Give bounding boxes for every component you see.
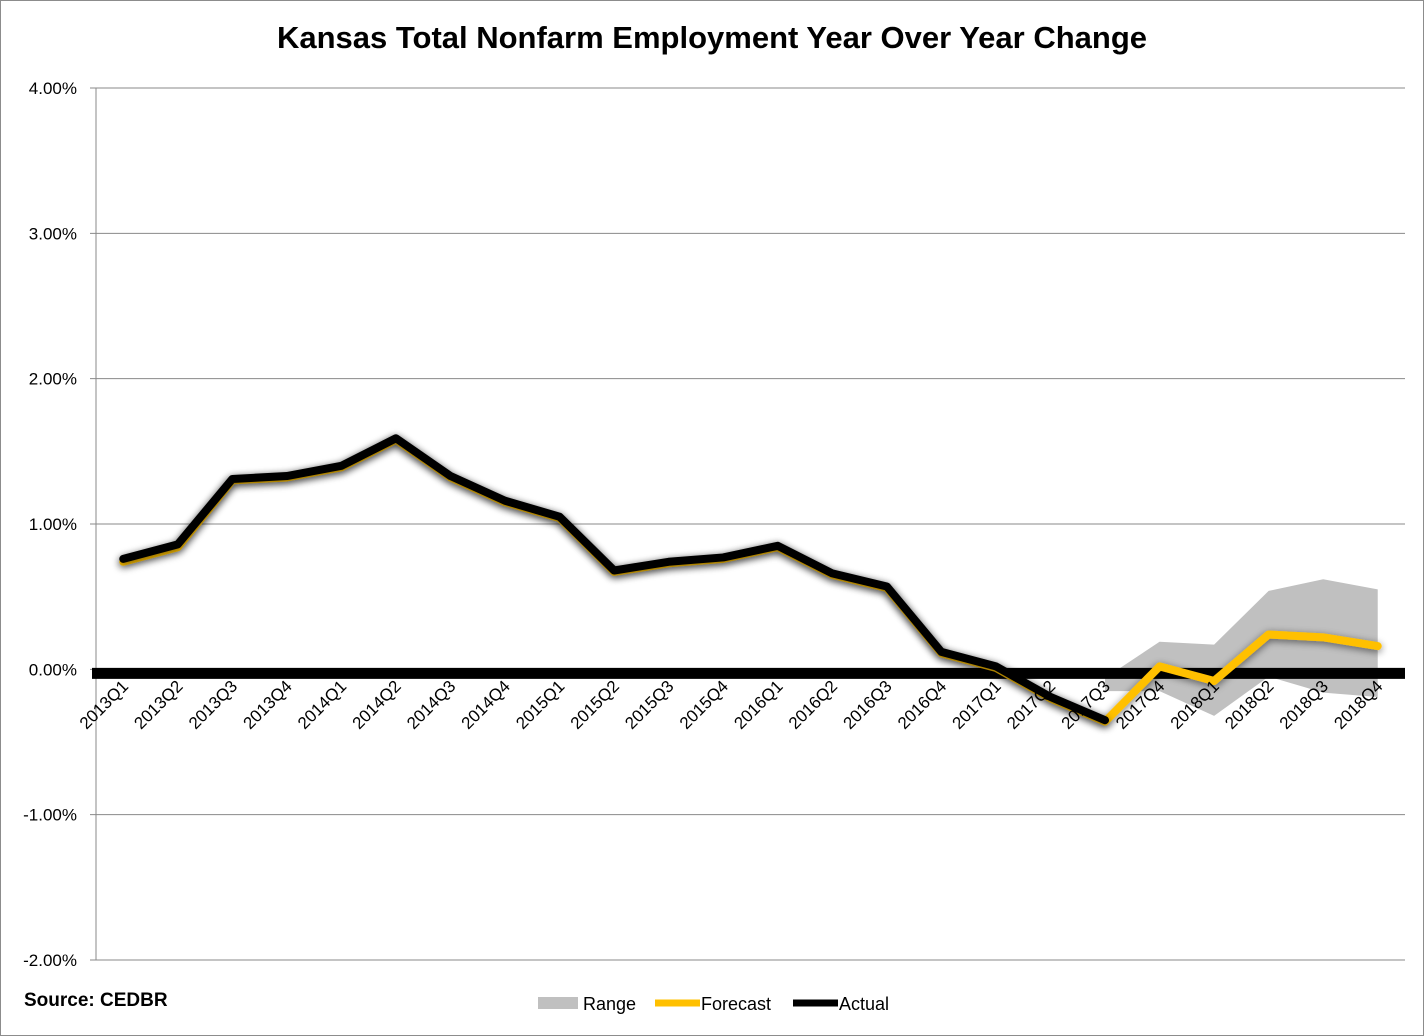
legend-swatch-range: [538, 997, 578, 1009]
chart-title: Kansas Total Nonfarm Employment Year Ove…: [276, 20, 1148, 55]
x-tick-label: 2014Q1: [294, 677, 350, 733]
x-tick-label: 2015Q3: [621, 677, 677, 733]
x-tick-label: 2015Q2: [567, 677, 623, 733]
x-tick-label: 2013Q2: [130, 677, 186, 733]
x-tick-label: 2014Q2: [349, 677, 405, 733]
x-tick-label: 2016Q2: [785, 677, 841, 733]
range-band: [1105, 579, 1378, 716]
actual-line: [119, 434, 1110, 725]
x-tick-label: 2013Q3: [185, 677, 241, 733]
legend-label-actual: Actual: [839, 994, 889, 1014]
y-tick-label: 1.00%: [29, 515, 77, 534]
x-tick-label: 2014Q3: [403, 677, 459, 733]
x-tick-label: 2015Q1: [512, 677, 568, 733]
x-tick-label: 2016Q4: [894, 677, 950, 733]
x-tick-label: 2013Q4: [240, 677, 296, 733]
y-tick-label: 4.00%: [29, 79, 77, 98]
legend-label-range: Range: [583, 994, 636, 1014]
y-tick-label: 2.00%: [29, 370, 77, 389]
legend-label-forecast: Forecast: [701, 994, 771, 1014]
y-tick-label: 3.00%: [29, 224, 77, 243]
y-tick-label: 0.00%: [29, 660, 77, 679]
x-tick-label: 2016Q3: [839, 677, 895, 733]
x-tick-label: 2014Q4: [458, 677, 514, 733]
x-tick-label: 2016Q1: [730, 677, 786, 733]
y-tick-label: -2.00%: [23, 951, 77, 970]
source-label: Source: CEDBR: [24, 990, 168, 1011]
x-tick-label: 2017Q1: [949, 677, 1005, 733]
x-tick-label: 2015Q4: [676, 677, 732, 733]
x-tick-label: 2013Q1: [76, 677, 132, 733]
y-tick-label: -1.00%: [23, 806, 77, 825]
